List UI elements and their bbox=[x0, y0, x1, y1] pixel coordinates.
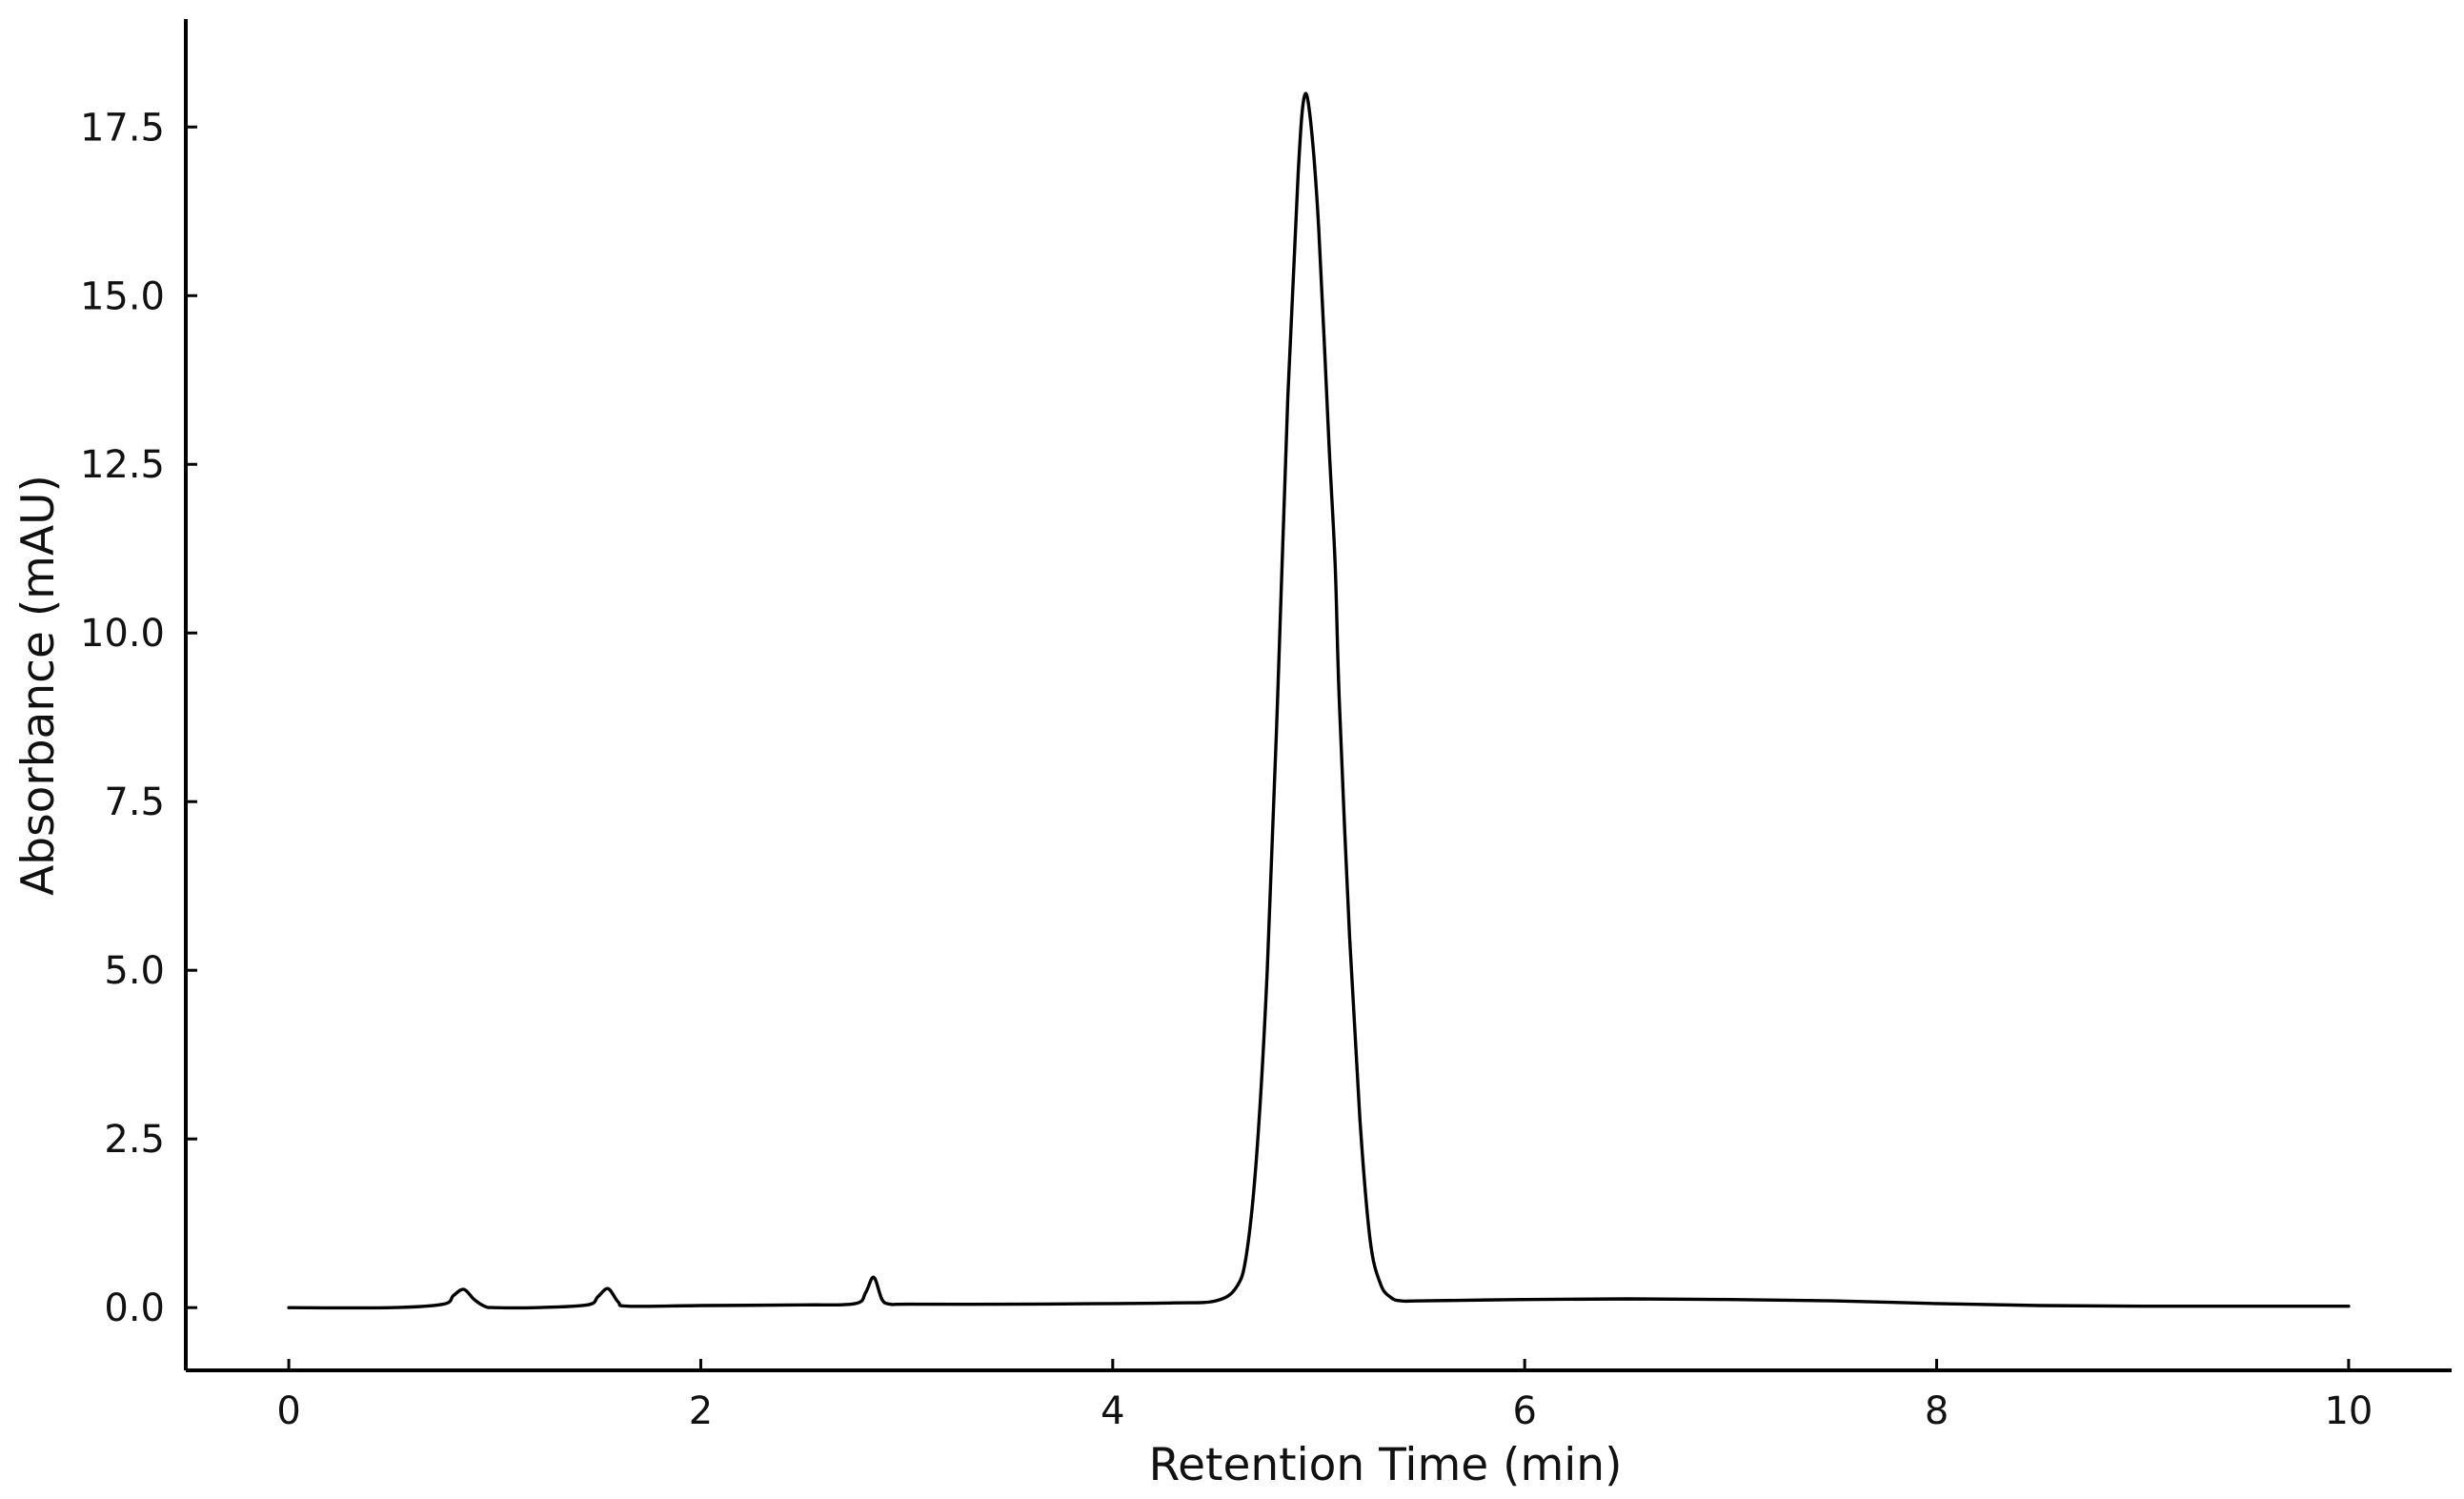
x-tick-label: 0 bbox=[276, 1389, 300, 1433]
x-tick-label: 4 bbox=[1101, 1389, 1124, 1433]
y-tick-label: 10.0 bbox=[80, 612, 165, 656]
y-tick-label: 17.5 bbox=[80, 106, 165, 150]
absorbance-trace bbox=[287, 91, 2351, 1310]
y-axis-ticks: 0.0 2.5 5.0 7.5 10.0 12.5 15.0 17.5 bbox=[80, 106, 197, 1330]
y-axis-label: Absorbance (mAU) bbox=[12, 475, 65, 896]
x-axis-label: Retention Time (min) bbox=[1149, 1439, 1623, 1491]
y-tick-label: 5.0 bbox=[104, 949, 165, 993]
x-tick-label: 2 bbox=[689, 1389, 713, 1433]
y-tick-label: 12.5 bbox=[80, 443, 165, 487]
y-tick-label: 0.0 bbox=[104, 1286, 165, 1330]
y-tick-label: 7.5 bbox=[104, 780, 165, 824]
x-tick-label: 6 bbox=[1512, 1389, 1536, 1433]
plot-area bbox=[287, 91, 2351, 1310]
x-axis-ticks: 0 2 4 6 8 10 bbox=[276, 1359, 2373, 1433]
x-tick-label: 8 bbox=[1925, 1389, 1949, 1433]
y-tick-label: 15.0 bbox=[80, 274, 165, 318]
y-tick-label: 2.5 bbox=[104, 1118, 165, 1162]
x-tick-label: 10 bbox=[2324, 1389, 2373, 1433]
